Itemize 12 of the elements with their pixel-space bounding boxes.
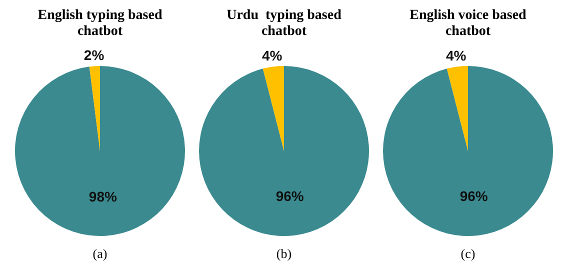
text: (b) bbox=[275, 246, 293, 262]
chart-title: English voice based chatbot bbox=[408, 8, 528, 41]
data-label: 2% bbox=[84, 47, 105, 64]
data-label: 4% bbox=[446, 48, 467, 64]
data-label: 96% bbox=[276, 188, 304, 204]
chart-title: Urdu typing based chatbot bbox=[226, 8, 342, 41]
data-label: 96% bbox=[460, 188, 488, 204]
text: (a) bbox=[92, 246, 108, 262]
data-label: 4% bbox=[262, 48, 283, 64]
chart-title: English typing based chatbot bbox=[36, 8, 164, 41]
text: (c) bbox=[460, 246, 476, 262]
data-label: 98% bbox=[88, 188, 118, 205]
